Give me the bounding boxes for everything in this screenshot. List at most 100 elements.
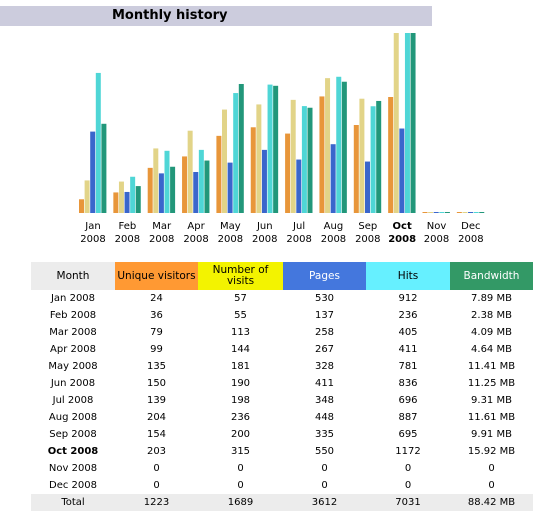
value-cell: 11.41 MB [467,361,516,372]
value-cell: 135 [146,361,167,372]
total-row: Total 1223 1689 3612 7031 88.42 MB [31,494,533,511]
value-cell: 236 [398,310,418,321]
total-cell: 7031 [366,494,450,511]
bar [365,161,370,213]
bar [250,127,256,213]
year-label: 2008 [183,234,208,245]
value-cell: 348 [314,395,335,406]
bar [285,133,291,213]
value-cell: 15.92 MB [467,446,516,457]
year-label: 2008 [458,234,483,245]
month-header: Month [31,262,115,290]
bar [330,144,336,213]
value-cell: 137 [314,310,335,321]
year-label: 2008 [252,234,277,245]
value-cell: 1172 [395,446,421,457]
month: Jun [50,378,67,389]
bar [135,186,141,213]
value-cell: 204 [146,412,167,423]
value-cell: 912 [398,293,418,304]
monthly-chart: Jan 2008 Feb 2008 Mar 2008 Apr 2008 May 2008 Jun 20… [79,33,485,245]
value-cell: 144 [230,344,251,355]
metric-header: Bandwidth [450,262,533,290]
value-cell: 99 [150,344,163,355]
value-cell: 550 [314,446,335,457]
month-label: Jan [84,221,100,232]
month-label: Sep [358,221,377,232]
month-cell: Nov 2008 [31,460,115,477]
bar [399,128,405,213]
year: 2008 [69,293,96,304]
bar [267,84,273,213]
value-cell: 198 [230,395,251,406]
bar [376,100,382,213]
value-cell: 0 [237,480,244,491]
year: 2008 [71,412,98,423]
value-cell: 0 [488,463,495,474]
month-cell: Oct 2008 [31,443,115,460]
value-cell: 696 [398,395,418,406]
bar [273,85,279,213]
bar [341,81,347,213]
month-label: Nov [427,221,447,232]
bar [307,107,313,213]
month-label: Dec [461,221,480,232]
bar [130,176,136,213]
data-row: Jan 2008 24 57 530 912 7.89 MB [31,290,533,307]
value-cell: 2.38 MB [471,310,512,321]
year: 2008 [71,429,97,440]
bar [170,166,176,213]
month-cell: Sep 2008 [31,426,115,443]
bar [164,150,170,213]
value-cell: 0 [404,480,412,491]
year: 2008 [71,327,97,338]
month: Apr [50,344,68,355]
bar [359,98,365,213]
value-cell: 411 [398,344,418,355]
value-cell: 9.91 MB [471,429,512,440]
bar [404,33,410,213]
value-cell: 11.25 MB [467,378,516,389]
value-cell: 0 [404,463,412,474]
month: Oct [47,446,67,457]
bar [187,130,193,213]
data-row: Dec 2008 0 0 0 0 0 [31,477,533,494]
month: Feb [49,310,68,321]
bar [193,171,199,213]
year-label: 2008 [218,234,243,245]
value-cell: 887 [398,412,418,423]
value-cell: 0 [321,480,328,491]
month: Jan [50,293,67,304]
month-label: Oct [393,221,412,232]
bar [428,212,434,213]
value-cell: 267 [314,344,335,355]
bar [147,167,153,213]
month-label: Feb [118,221,136,232]
data-row: Oct 2008 203 315 550 1172 15.92 MB [31,443,533,460]
metric-header: Unique visitors [115,262,198,290]
data-row: May 2008 135 181 328 781 11.41 MB [31,358,533,375]
month-label: Apr [187,221,205,232]
bar [182,156,188,213]
value-cell: 200 [230,429,251,440]
bar [433,212,439,213]
value-cell: 0 [237,463,244,474]
bar [233,93,239,213]
value-cell: 530 [314,293,335,304]
value-cell: 139 [146,395,167,406]
bar [216,135,222,213]
bar [256,104,262,213]
bar [124,191,130,213]
data-row: Sep 2008 154 200 335 695 9.91 MB [31,426,533,443]
value-cell: 113 [230,327,251,338]
year-label: 2008 [286,234,311,245]
total-label: Total [31,494,115,511]
year: 2008 [70,344,96,355]
metric-header: Hits [366,262,450,290]
value-cell: 695 [398,429,418,440]
bar [353,125,359,213]
value-cell: 79 [150,327,163,338]
bar [296,159,302,213]
month: Dec [49,480,69,491]
bar [290,99,296,213]
